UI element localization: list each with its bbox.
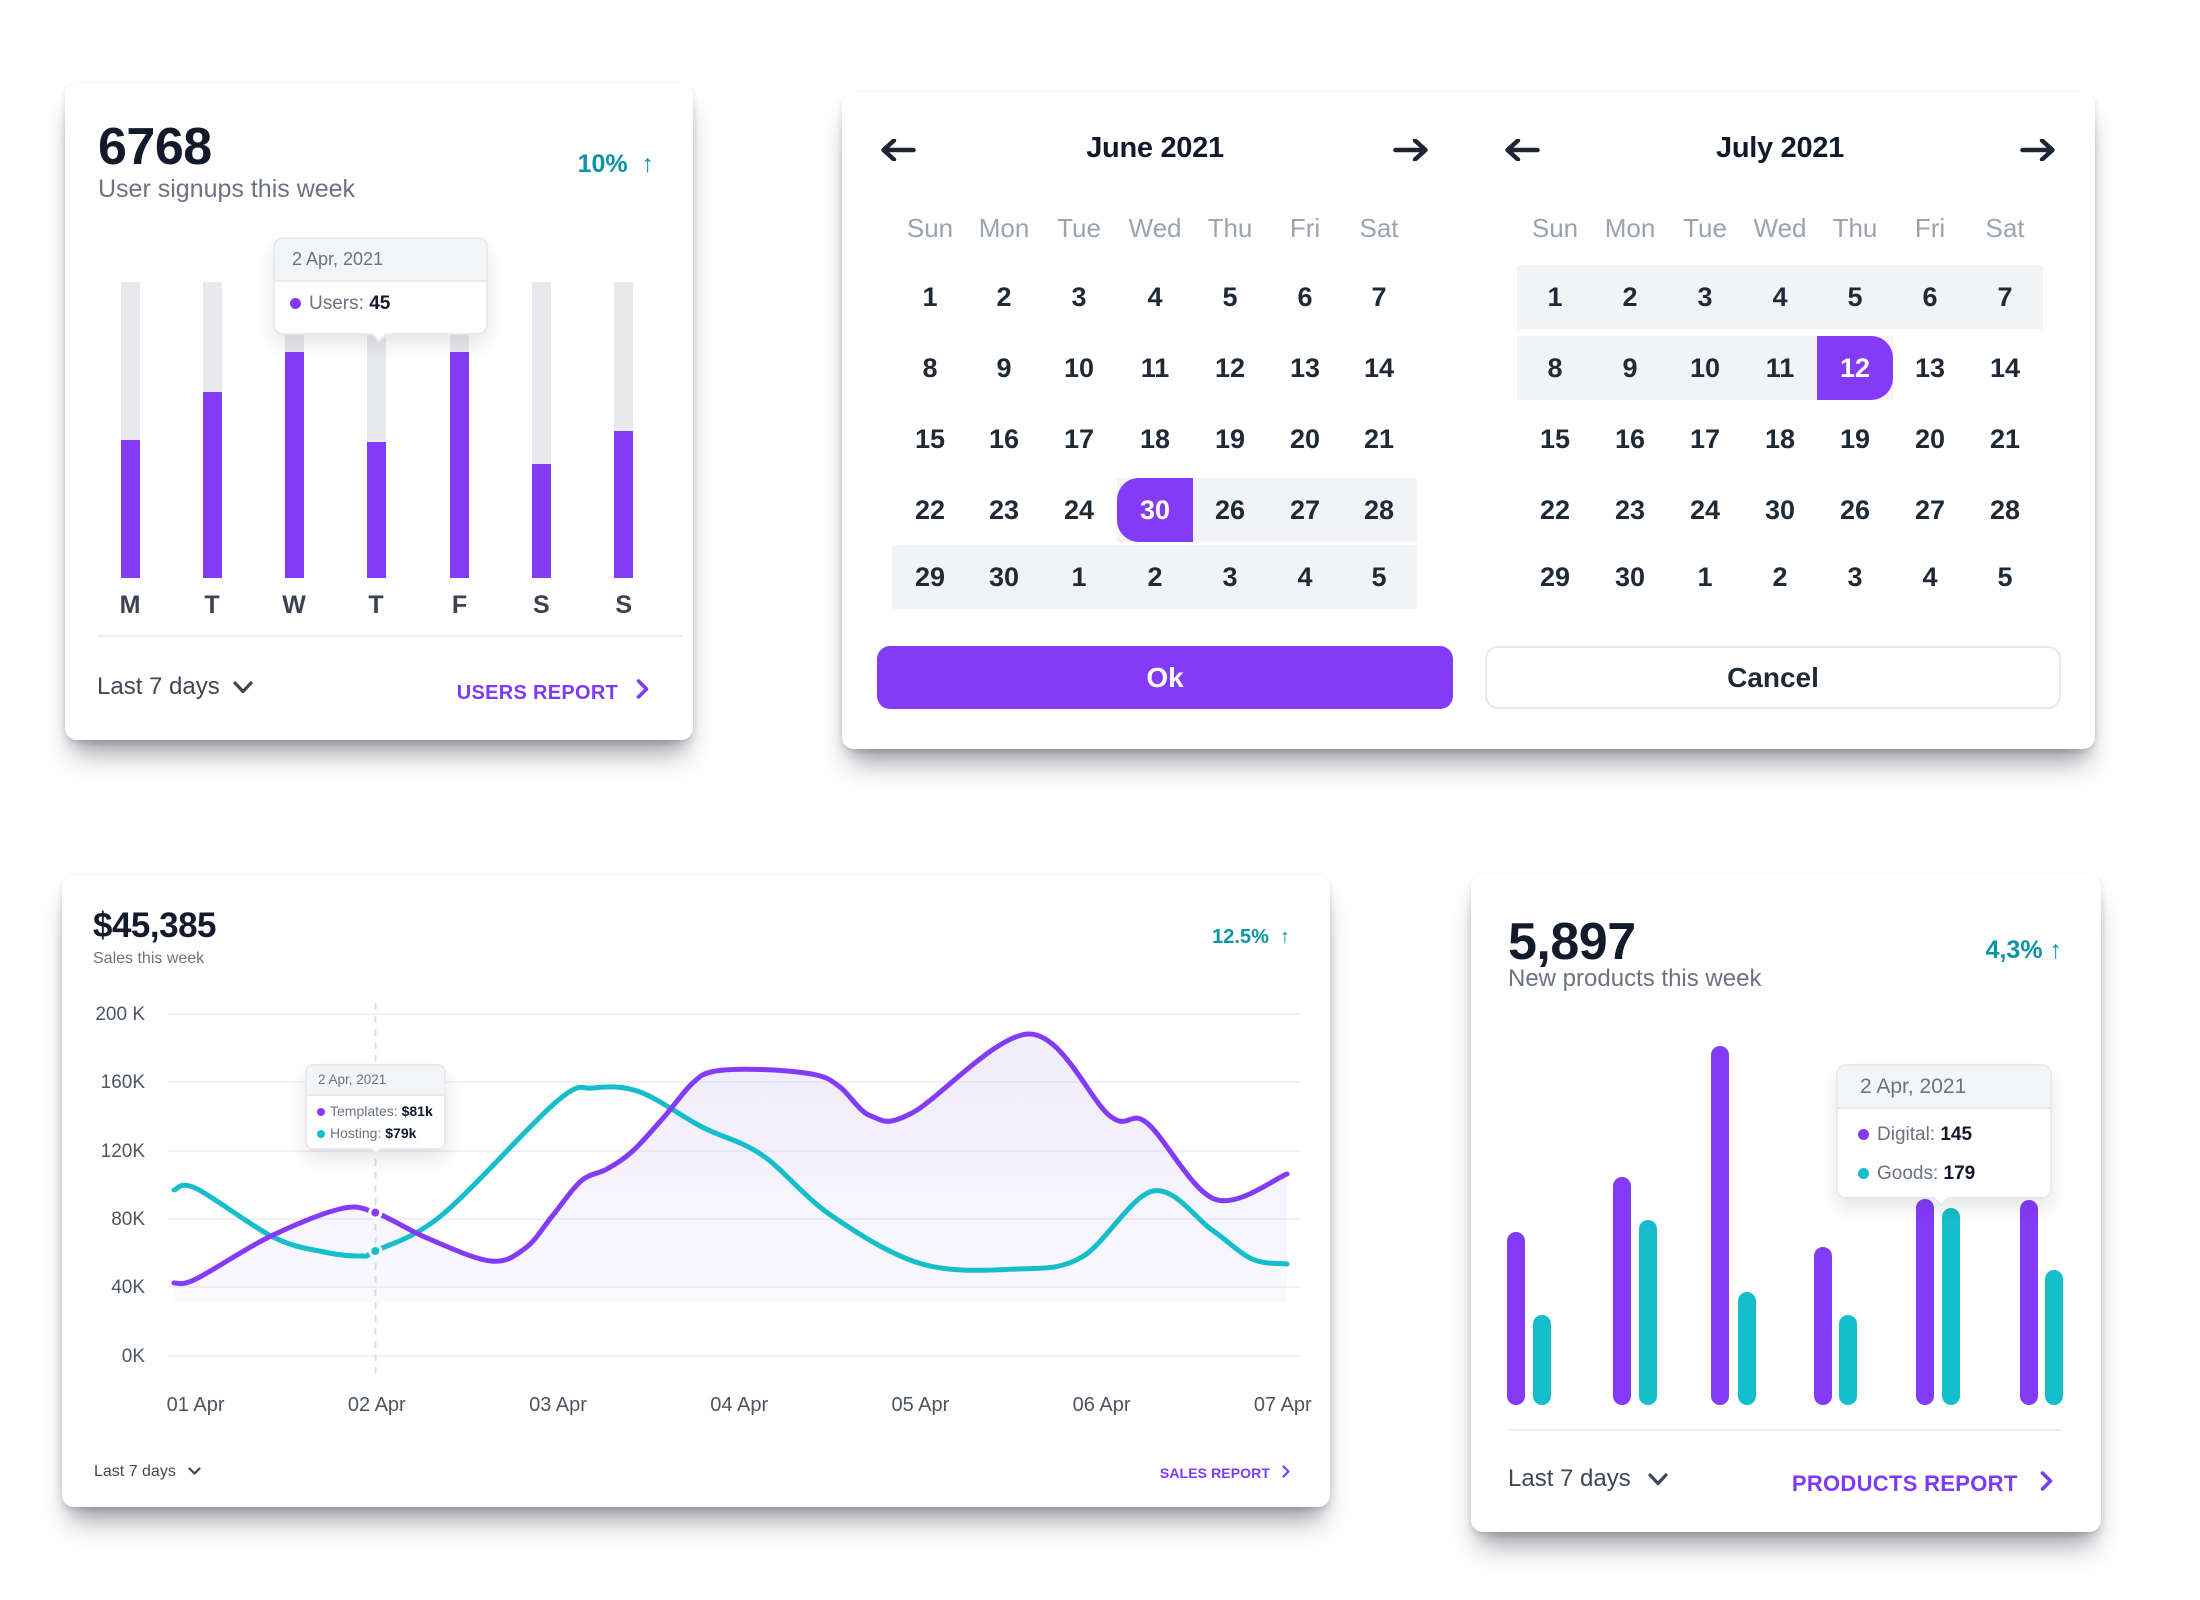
svg-text:40K: 40K <box>111 1277 145 1298</box>
svg-text:04 Apr: 04 Apr <box>710 1394 768 1416</box>
svg-text:01 Apr: 01 Apr <box>167 1394 225 1416</box>
svg-text:200 K: 200 K <box>95 1004 145 1025</box>
svg-text:02 Apr: 02 Apr <box>348 1394 406 1416</box>
svg-text:03 Apr: 03 Apr <box>529 1394 587 1416</box>
svg-text:0K: 0K <box>122 1346 146 1367</box>
svg-text:06 Apr: 06 Apr <box>1073 1394 1131 1416</box>
svg-text:160K: 160K <box>101 1072 146 1093</box>
svg-text:120K: 120K <box>101 1141 146 1162</box>
svg-text:80K: 80K <box>111 1209 145 1230</box>
svg-text:07 Apr: 07 Apr <box>1254 1394 1312 1416</box>
svg-text:05 Apr: 05 Apr <box>891 1394 949 1416</box>
